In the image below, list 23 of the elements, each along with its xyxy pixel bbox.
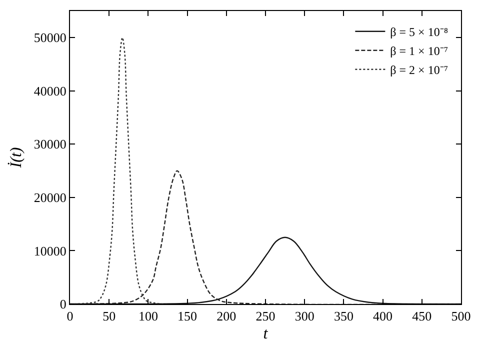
x-tick-label: 100 (138, 308, 158, 324)
y-tick-label: 10000 (34, 243, 66, 258)
x-axis-title: t (263, 325, 268, 342)
legend-label: β = 1 × 10⁻⁷ (390, 44, 448, 58)
x-tick-label: 250 (256, 308, 276, 324)
y-axis-title: İ(t) (6, 147, 25, 169)
legend-label: β = 5 × 10⁻⁸ (390, 25, 448, 40)
y-tick-label: 20000 (34, 190, 66, 205)
y-tick-label: 40000 (34, 83, 66, 98)
x-tick-label: 200 (216, 308, 236, 324)
line-series (70, 170, 461, 304)
x-tick-label: 450 (412, 308, 432, 324)
legend-label: β = 2 × 10⁻⁷ (390, 63, 448, 78)
x-tick-label: 50 (102, 308, 116, 324)
x-tick-label: 500 (451, 308, 471, 324)
x-tick-label: 150 (178, 308, 198, 324)
y-tick-label: 50000 (34, 30, 66, 46)
x-tick-label: 400 (373, 308, 393, 324)
line-series (70, 37, 461, 304)
y-tick-label: 30000 (34, 136, 66, 152)
x-tick-label: 350 (334, 308, 354, 324)
x-tick-label: 300 (294, 308, 314, 324)
y-tick-label: 0 (60, 296, 66, 312)
